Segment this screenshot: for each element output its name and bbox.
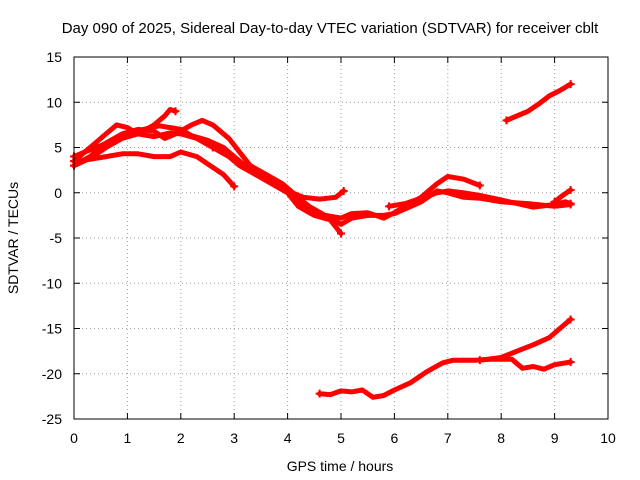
series-point — [171, 107, 180, 116]
x-tick-label: 2 — [177, 430, 185, 446]
series-point — [566, 357, 575, 366]
grid-lines — [74, 57, 608, 419]
x-tick-label: 3 — [230, 430, 238, 446]
series-point — [475, 356, 484, 365]
series-line-track-4 — [71, 130, 574, 227]
series-point — [339, 186, 348, 195]
series-point — [475, 181, 484, 190]
series-point — [385, 202, 394, 211]
x-tick-label: 5 — [337, 430, 345, 446]
series-point — [566, 199, 575, 208]
y-tick-label: -5 — [50, 230, 63, 246]
y-tick-label: -15 — [42, 321, 62, 337]
series-point — [566, 80, 575, 89]
series-line-track-6 — [210, 145, 347, 202]
axis-ticks: 0 1 2 3 4 5 6 7 8 9 10 -25 -20 -15 -10 -5 0 5 10 15 — [42, 49, 616, 446]
x-tick-label: 6 — [391, 430, 399, 446]
series-point — [502, 116, 511, 125]
y-tick-label: 15 — [46, 49, 62, 65]
x-tick-label: 8 — [497, 430, 505, 446]
x-axis-label: GPS time / hours — [287, 458, 394, 474]
series-point — [550, 197, 559, 206]
series-point — [566, 315, 575, 324]
series-line-track-10 — [317, 356, 574, 400]
series-point — [566, 186, 575, 195]
series-line-track-8 — [504, 81, 574, 123]
y-tick-label: -10 — [42, 275, 62, 291]
series-point — [208, 143, 217, 152]
data-series — [70, 80, 575, 400]
series-point — [230, 182, 239, 191]
y-tick-label: -25 — [42, 411, 62, 427]
series-line-track-3 — [71, 149, 237, 189]
series-line-track-2 — [71, 107, 178, 164]
x-tick-label: 10 — [600, 430, 616, 446]
y-tick-label: 0 — [54, 185, 62, 201]
x-tick-label: 0 — [70, 430, 78, 446]
chart-title: Day 090 of 2025, Sidereal Day-to-day VTE… — [62, 20, 599, 37]
x-tick-label: 4 — [284, 430, 292, 446]
y-axis-label: SDTVAR / TECUs — [5, 182, 21, 294]
series-line-track-9 — [552, 187, 574, 205]
series-point — [315, 389, 324, 398]
x-tick-label: 9 — [551, 430, 559, 446]
x-tick-label: 7 — [444, 430, 452, 446]
series-point — [337, 229, 345, 238]
x-tick-label: 1 — [124, 430, 132, 446]
series-line-track-11 — [477, 316, 574, 363]
y-tick-label: -20 — [42, 366, 62, 382]
y-tick-label: 10 — [46, 94, 62, 110]
y-tick-label: 5 — [54, 140, 62, 156]
